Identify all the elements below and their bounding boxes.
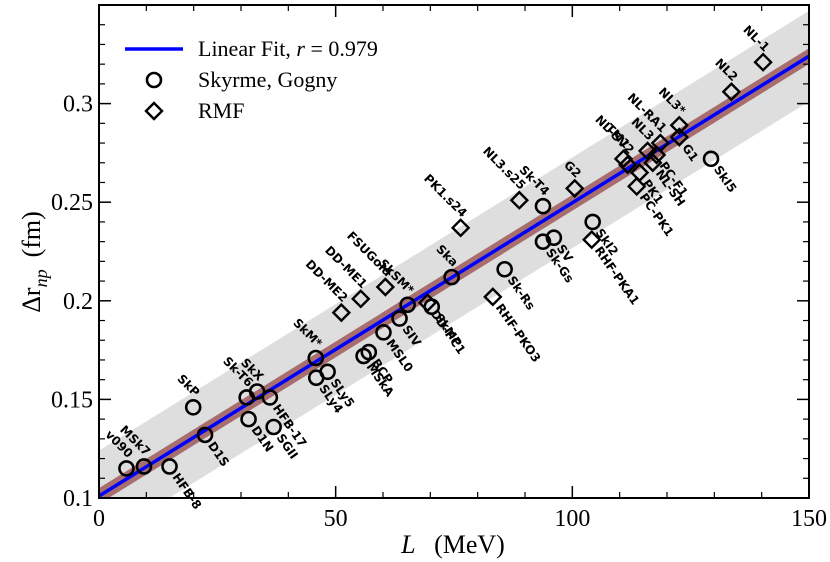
rmf-point bbox=[721, 82, 742, 102]
skyrme-gogny-point bbox=[534, 197, 552, 215]
x-tick-label: 50 bbox=[324, 506, 348, 532]
y-axis-subscript: np bbox=[31, 269, 51, 287]
rmf-point bbox=[483, 287, 503, 307]
rmf-point bbox=[650, 133, 671, 153]
rmf-point bbox=[627, 176, 647, 197]
rmf-point bbox=[582, 229, 602, 250]
y-tick-label: 0.25 bbox=[51, 190, 93, 216]
plot-frame bbox=[98, 4, 810, 499]
skyrme-gogny-point bbox=[135, 458, 153, 475]
skyrme-gogny-point bbox=[391, 310, 408, 327]
data-points bbox=[118, 52, 773, 477]
skyrme-gogny-point bbox=[307, 349, 325, 367]
point-label: RHF-PKO3 bbox=[493, 301, 544, 365]
legend-fit-prefix: Linear Fit, bbox=[198, 36, 296, 61]
rmf-point bbox=[375, 277, 396, 297]
axis-ticks: 0 50 100 150 0.1 0.15 0.2 0.25 0.3 bbox=[51, 5, 827, 532]
rmf-point bbox=[417, 293, 438, 313]
legend: Linear Fit, r = 0.979 Skyrme, Gogny RMF bbox=[125, 36, 378, 123]
point-label: PK1.s24 bbox=[421, 171, 470, 220]
rmf-point bbox=[618, 155, 638, 175]
rmf-point bbox=[331, 302, 352, 323]
rmf-point bbox=[565, 178, 585, 199]
skyrme-gogny-point bbox=[584, 213, 601, 231]
skyrme-gogny-point bbox=[196, 426, 214, 444]
skyrme-gogny-point bbox=[240, 410, 257, 428]
fit-line-group bbox=[99, 54, 809, 498]
legend-rmf-label: RMF bbox=[198, 98, 244, 123]
legend-fit-label: Linear Fit, r = 0.979 bbox=[198, 36, 378, 61]
y-axis-symbol: Δr bbox=[17, 287, 46, 313]
rmf-point bbox=[450, 218, 471, 238]
point-label: Sk-Rs bbox=[505, 273, 538, 312]
skyrme-gogny-point bbox=[118, 460, 135, 477]
x-tick-label: 0 bbox=[93, 506, 105, 532]
legend-fit-value: = 0.979 bbox=[305, 36, 378, 61]
outer-confidence-band bbox=[99, 10, 809, 498]
skyrme-gogny-point bbox=[184, 398, 202, 416]
x-axis-unit: (MeV) bbox=[434, 530, 505, 559]
skyrme-gogny-point bbox=[307, 369, 325, 387]
skyrme-gogny-point bbox=[496, 260, 513, 278]
legend-skyrme-label: Skyrme, Gogny bbox=[198, 67, 337, 92]
x-axis-symbol: L bbox=[400, 530, 415, 559]
skyrme-gogny-point bbox=[399, 296, 416, 314]
rmf-point bbox=[646, 145, 667, 165]
skyrme-gogny-point bbox=[360, 343, 378, 361]
y-tick-label: 0.15 bbox=[51, 387, 93, 413]
y-tick-label: 0.2 bbox=[63, 289, 93, 315]
y-axis-unit: (fm) bbox=[17, 211, 46, 257]
legend-fit-r: r bbox=[296, 36, 305, 61]
rmf-point bbox=[351, 289, 371, 309]
skyrme-gogny-point bbox=[265, 418, 282, 436]
x-axis-title: L (MeV) bbox=[400, 530, 505, 559]
y-tick-label: 0.3 bbox=[63, 92, 93, 118]
legend-circle-marker bbox=[145, 71, 163, 89]
legend-diamond-marker bbox=[144, 101, 164, 121]
rmf-point bbox=[509, 190, 530, 210]
x-tick-label: 150 bbox=[791, 506, 827, 532]
skyrme-gogny-point bbox=[161, 458, 178, 475]
point-label: SkI5 bbox=[711, 163, 739, 195]
skyrme-gogny-point bbox=[545, 229, 563, 246]
rmf-point bbox=[753, 52, 773, 72]
y-axis-title: Δrnp (fm) bbox=[17, 211, 51, 313]
rmf-point bbox=[669, 127, 690, 147]
skyrme-gogny-point bbox=[443, 268, 460, 286]
skyrme-gogny-point bbox=[261, 389, 279, 406]
x-tick-label: 100 bbox=[554, 506, 590, 532]
point-label: RHF-PKA1 bbox=[592, 244, 642, 308]
fit-line bbox=[99, 54, 809, 498]
skyrme-gogny-point bbox=[375, 324, 392, 341]
y-tick-label: 0.1 bbox=[63, 486, 93, 512]
rmf-point bbox=[669, 115, 690, 135]
skyrme-gogny-point bbox=[534, 233, 552, 250]
skyrme-gogny-point bbox=[702, 150, 720, 168]
